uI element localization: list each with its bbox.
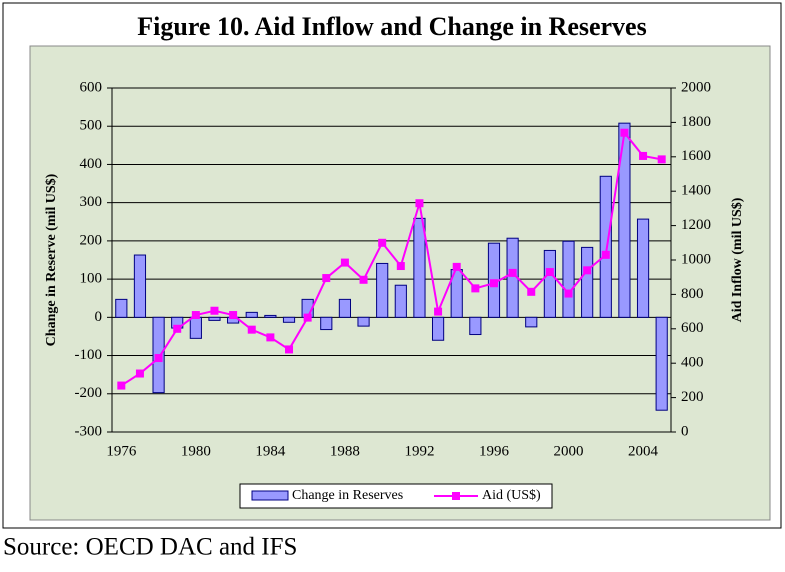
bar [525,316,538,328]
bar [376,262,389,318]
legend-swatch [251,490,289,501]
aid-marker [583,266,592,275]
y-axis-label: Change in Reserve (mil US$) [44,173,59,346]
y2-axis-label: Aid Inflow (mil US$) [730,197,745,322]
aid-marker [303,313,312,322]
source-note: Source: OECD DAC and IFS [3,534,297,561]
y2-tick-label: 400 [681,355,704,371]
aid-marker [601,250,610,259]
y2-tick-label: 600 [681,320,704,336]
y2-tick-label: 2000 [681,79,711,95]
y2-tick-label: 200 [681,389,704,405]
y-tick-label: -100 [75,347,103,363]
aid-marker [527,287,536,296]
aid-marker [359,275,368,284]
aid-marker [415,199,424,208]
x-tick-label: 1992 [404,443,434,459]
x-tick-label: 1988 [330,443,360,459]
aid-marker [285,345,294,354]
aid-marker [564,289,573,298]
aid-marker [154,354,163,363]
aid-marker [266,333,275,342]
x-tick-label: 2000 [554,443,584,459]
aid-marker [620,128,629,137]
x-tick-label: 1996 [479,443,510,459]
y2-tick-label: 1600 [681,148,711,164]
bar [245,311,258,318]
y2-tick-label: 0 [681,423,689,439]
bar [208,316,221,321]
y2-tick-label: 1000 [681,251,711,267]
legend-label: Aid (US$) [482,488,541,503]
aid-marker [489,279,498,288]
bar [115,298,128,318]
aid-marker [639,151,648,160]
bar [562,240,575,318]
y-tick-label: -200 [75,385,103,401]
aid-marker [135,369,144,378]
y-tick-label: 400 [80,156,103,172]
y2-tick-label: 1200 [681,217,711,233]
bar [636,218,650,318]
bar [320,316,333,331]
bar [543,249,556,318]
legend-label: Change in Reserves [292,488,403,503]
y-tick-label: 600 [80,79,103,95]
y-tick-label: 0 [95,309,103,325]
x-tick-label: 1980 [181,443,211,459]
legend-swatch [452,492,460,500]
bar [338,298,352,318]
x-tick-label: 1984 [255,443,286,459]
chart-title: Figure 10. Aid Inflow and Change in Rese… [137,12,646,41]
aid-marker [229,311,238,320]
aid-marker [657,155,666,164]
y-tick-label: 100 [80,271,103,287]
aid-marker [210,306,219,315]
aid-marker [247,325,256,334]
aid-marker [508,268,517,277]
bar [431,316,445,341]
bar [394,284,407,318]
bar [599,175,612,318]
y-tick-label: -300 [75,423,103,439]
aid-marker [340,258,349,267]
legend [239,483,553,509]
bar [655,316,668,411]
bar [282,316,296,323]
bar [581,246,594,318]
y2-tick-label: 1800 [681,114,711,130]
x-tick-label: 2004 [628,443,659,459]
aid-marker [191,311,200,320]
aid-marker [396,262,405,271]
aid-marker [322,274,331,283]
aid-marker [471,284,480,293]
bar [618,122,631,318]
y2-tick-label: 800 [681,286,704,302]
y-tick-label: 300 [80,194,103,210]
y-tick-label: 500 [80,118,103,134]
aid-marker [117,381,126,390]
bar [133,254,147,318]
aid-marker [434,307,443,316]
bar [413,217,426,318]
aid-marker [378,238,387,247]
aid-marker [173,324,182,333]
y2-tick-label: 1400 [681,183,711,199]
bar [264,314,277,318]
bar [189,316,202,339]
y-tick-label: 200 [80,232,103,248]
bar [469,316,482,336]
aid-marker [452,262,461,271]
x-tick-label: 1976 [106,443,137,459]
bar [357,316,370,327]
aid-marker [545,268,554,277]
